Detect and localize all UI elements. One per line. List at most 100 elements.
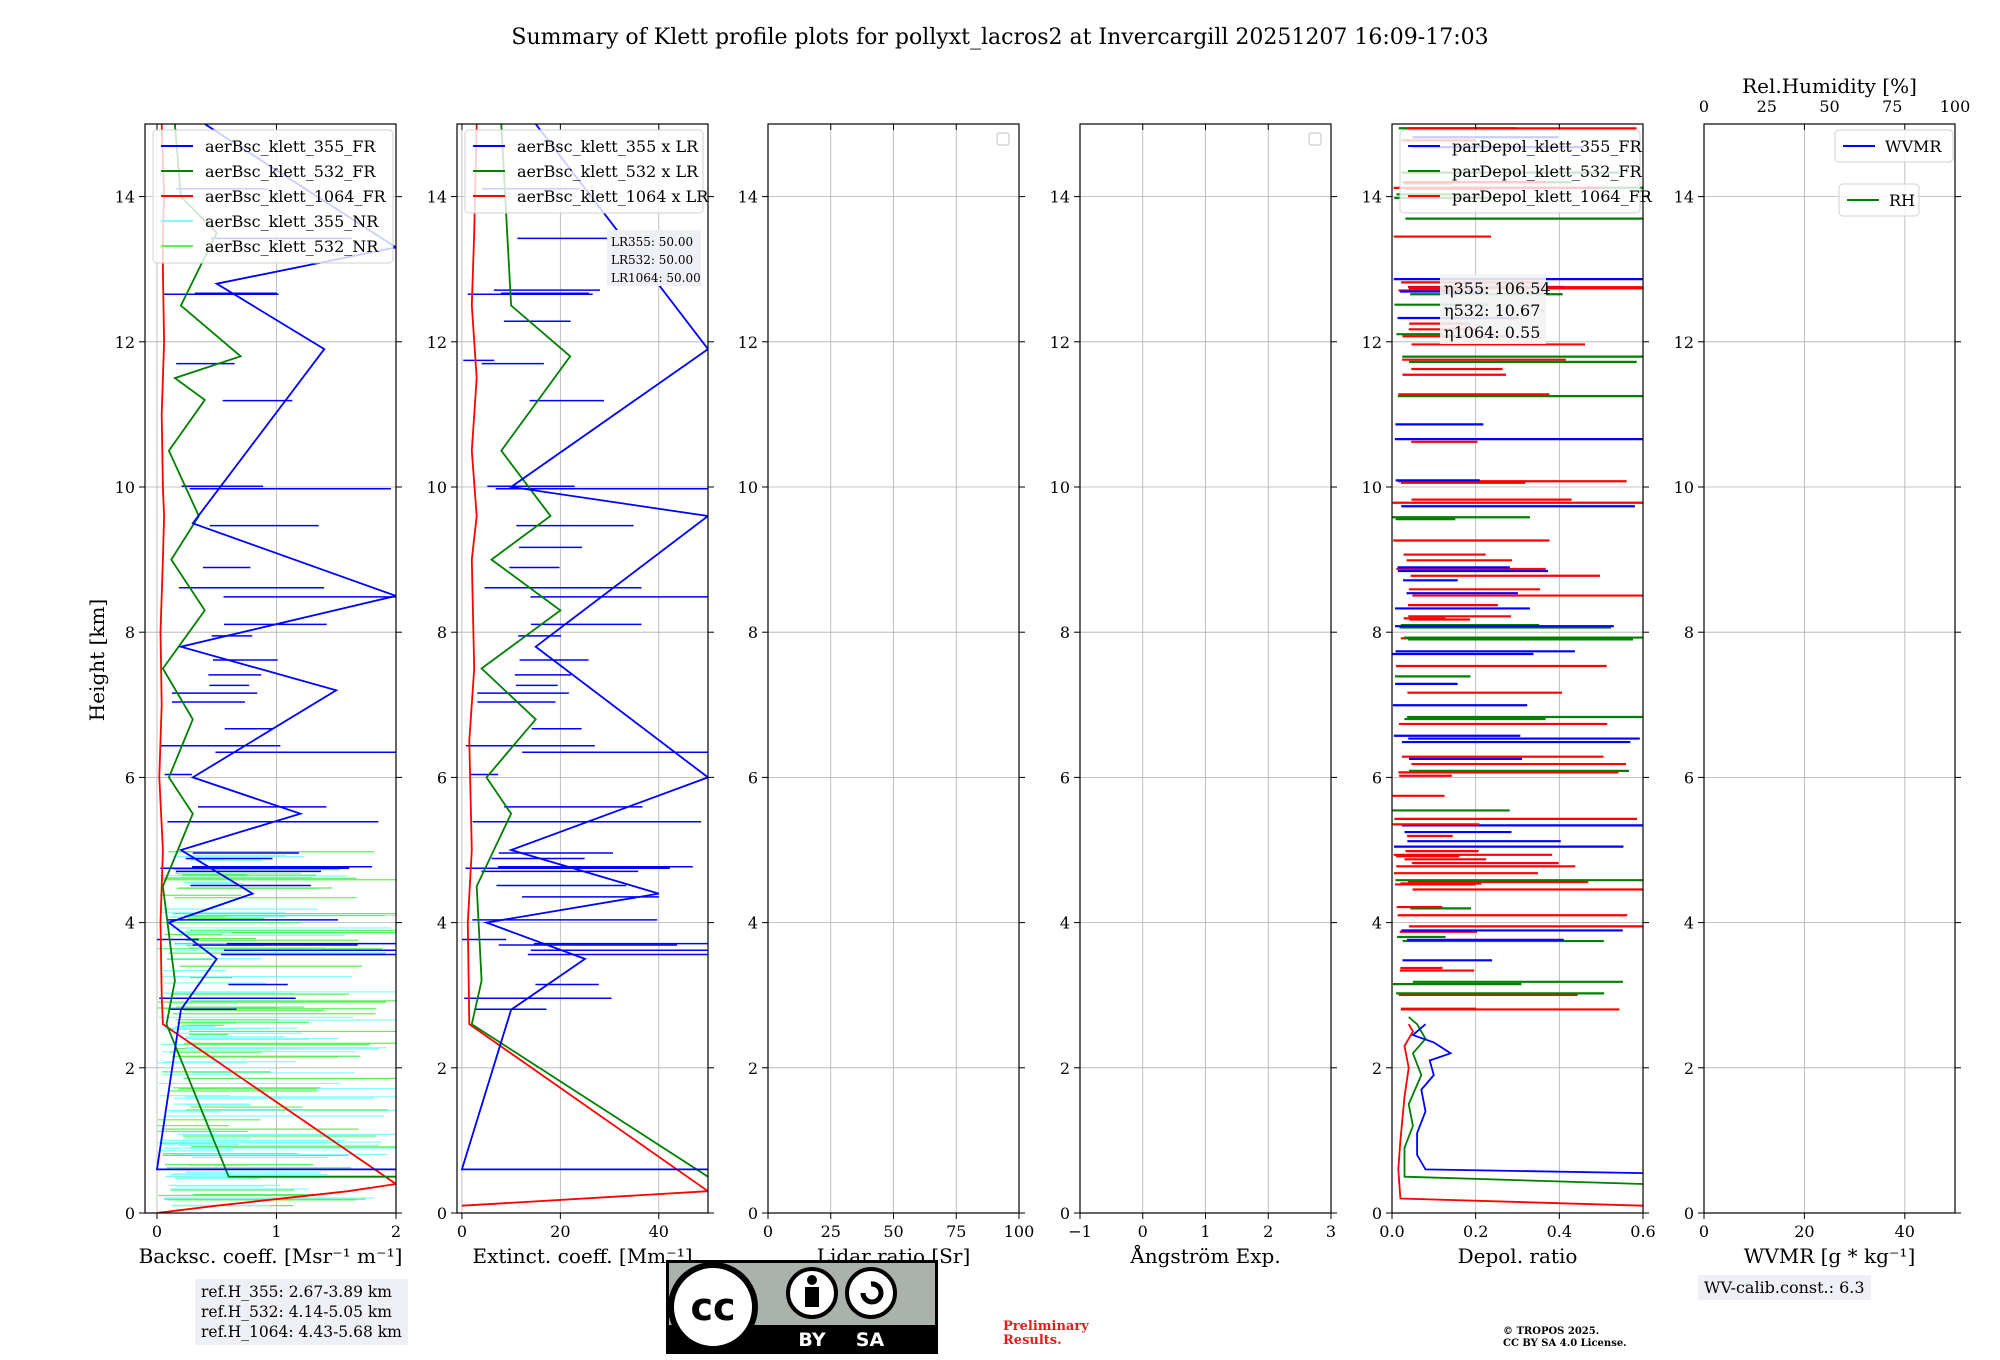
legend-entry: parDepol_klett_355_FR [1452, 137, 1643, 156]
x-tick-label: 100 [1004, 1222, 1035, 1241]
legend-entry: RH [1889, 191, 1915, 210]
y-tick-label: 10 [1050, 478, 1070, 497]
x-tick-label: 1 [271, 1222, 281, 1241]
x-tick-label: 40 [1895, 1222, 1915, 1241]
y-tick-label: 12 [427, 333, 447, 352]
y-tick-label: 10 [1362, 478, 1382, 497]
y-tick-label: 8 [1684, 623, 1694, 642]
y-tick-label: 14 [738, 188, 758, 207]
y-tick-label: 6 [125, 768, 135, 787]
axes-frame [1391, 123, 1644, 1214]
x-tick-label: 0 [1699, 1222, 1709, 1241]
x-tick-label: 0 [457, 1222, 467, 1241]
y-tick-label: 8 [1372, 623, 1382, 642]
legend-entry: aerBsc_klett_1064_FR [205, 187, 387, 206]
legend-entry: WVMR [1885, 137, 1942, 156]
x-tick-label: 40 [649, 1222, 669, 1241]
x-axis-label: Extinct. coeff. [Mm⁻¹] [472, 1244, 692, 1268]
wv-calib-box: WV-calib.const.: 6.3 [1698, 1275, 1871, 1300]
y-tick-label: 0 [437, 1204, 447, 1223]
lr-annotation: LR532: 50.00 [611, 253, 693, 267]
legend-entry: aerBsc_klett_355_NR [205, 212, 379, 231]
y-tick-label: 8 [748, 623, 758, 642]
panel-depol: 0.0 0.2 0.4 0.6 0 2 4 6 8 10 12 14 Depol. ratio parDe… [1362, 123, 1656, 1268]
x-tick-label: 2 [1263, 1222, 1273, 1241]
top-x-axis-label: Rel.Humidity [%] [1742, 74, 1917, 98]
y-tick-label: 2 [437, 1059, 447, 1078]
y-tick-label: 2 [1684, 1059, 1694, 1078]
y-tick-label: 4 [437, 914, 447, 933]
axes-frame [144, 123, 397, 1214]
y-tick-label: 10 [738, 478, 758, 497]
x-tick-label: 1 [1200, 1222, 1210, 1241]
cc-icon [668, 1262, 758, 1352]
x-axis-label: WVMR [g * kg⁻¹] [1744, 1244, 1916, 1268]
x-tick-label: 0.4 [1547, 1222, 1572, 1241]
x-axis-label: Backsc. coeff. [Msr⁻¹ m⁻¹] [139, 1244, 403, 1268]
y-tick-label: 4 [125, 914, 135, 933]
eta-annotation-box [1440, 274, 1546, 344]
sa-label: SA [856, 1329, 885, 1351]
legend-box [1399, 129, 1641, 214]
lr-annotation: LR355: 50.00 [611, 235, 693, 249]
series-aerBsc_klett_1064 x LR [461, 124, 708, 1207]
by-label: BY [798, 1329, 825, 1351]
y-tick-label: 10 [1674, 478, 1694, 497]
legend-box [1834, 129, 1954, 163]
share-alike-arc [860, 1281, 884, 1305]
x-tick-label: 0.2 [1463, 1222, 1488, 1241]
y-tick-label: 6 [437, 768, 447, 787]
x-tick-label: 0.6 [1630, 1222, 1655, 1241]
y-tick-label: 2 [125, 1059, 135, 1078]
y-tick-label: 4 [1372, 914, 1382, 933]
series-aerBsc_klett_355_FR [155, 124, 396, 1171]
y-tick-label: 6 [1060, 768, 1070, 787]
y-tick-label: 12 [1674, 333, 1694, 352]
y-tick-label: 0 [748, 1204, 758, 1223]
empty-legend-box [1308, 132, 1322, 146]
panel-wvmr: 0 20 40 0 2 4 6 8 10 12 14 0 25 50 75 100 Rel.Humidity [… [1674, 74, 1971, 1268]
top-x-tick-label: 0 [1699, 97, 1709, 116]
y-tick-label: 14 [427, 188, 447, 207]
x-tick-label: 0.0 [1379, 1222, 1404, 1241]
x-tick-label: 0 [1138, 1222, 1148, 1241]
legend-entry: parDepol_klett_1064_FR [1452, 187, 1653, 206]
data-layer [460, 124, 708, 1207]
top-x-tick-label: 25 [1757, 97, 1777, 116]
legend-box [152, 129, 394, 264]
y-tick-label: 4 [1684, 914, 1694, 933]
cc-license-badge: cc BY SA [666, 1260, 938, 1354]
x-tick-label: 20 [550, 1222, 570, 1241]
y-tick-label: 14 [1362, 188, 1382, 207]
lr-annotation: LR1064: 50.00 [611, 271, 701, 285]
legend-entry: aerBsc_klett_1064 x LR [517, 187, 709, 206]
y-tick-label: 0 [1060, 1204, 1070, 1223]
copyright-note: © TROPOS 2025. CC BY SA 4.0 License. [1503, 1326, 1627, 1350]
axes-frame [456, 123, 709, 1214]
series-aerBsc_klett_532_FR [161, 124, 396, 1178]
x-tick-label: 50 [883, 1222, 903, 1241]
figure-title: Summary of Klett profile plots for polly… [511, 25, 1488, 50]
y-tick-label: 6 [1372, 768, 1382, 787]
legend-entry: aerBsc_klett_532_NR [205, 237, 379, 256]
preliminary-results-note: Preliminary Results. [1003, 1320, 1089, 1348]
y-tick-label: 0 [1684, 1204, 1694, 1223]
attribution-head [807, 1275, 817, 1285]
legend-entry: aerBsc_klett_355_FR [205, 137, 376, 156]
series-parDepol_klett_355_FR [1411, 1023, 1643, 1174]
legend-entry: aerBsc_klett_355 x LR [517, 137, 699, 156]
data-layer [155, 124, 396, 1213]
share-alike-icon [845, 1267, 897, 1319]
y-tick-label: 2 [1060, 1059, 1070, 1078]
copyright-line-2: CC BY SA 4.0 License. [1503, 1338, 1627, 1349]
y-tick-label: 2 [748, 1059, 758, 1078]
legend-entry: aerBsc_klett_532_FR [205, 162, 376, 181]
y-tick-label: 12 [1362, 333, 1382, 352]
y-tick-label: 8 [125, 623, 135, 642]
x-axis-label: Depol. ratio [1458, 1244, 1578, 1268]
y-tick-label: 6 [1684, 768, 1694, 787]
copyright-line-1: © TROPOS 2025. [1503, 1326, 1600, 1337]
attribution-body [805, 1287, 819, 1307]
